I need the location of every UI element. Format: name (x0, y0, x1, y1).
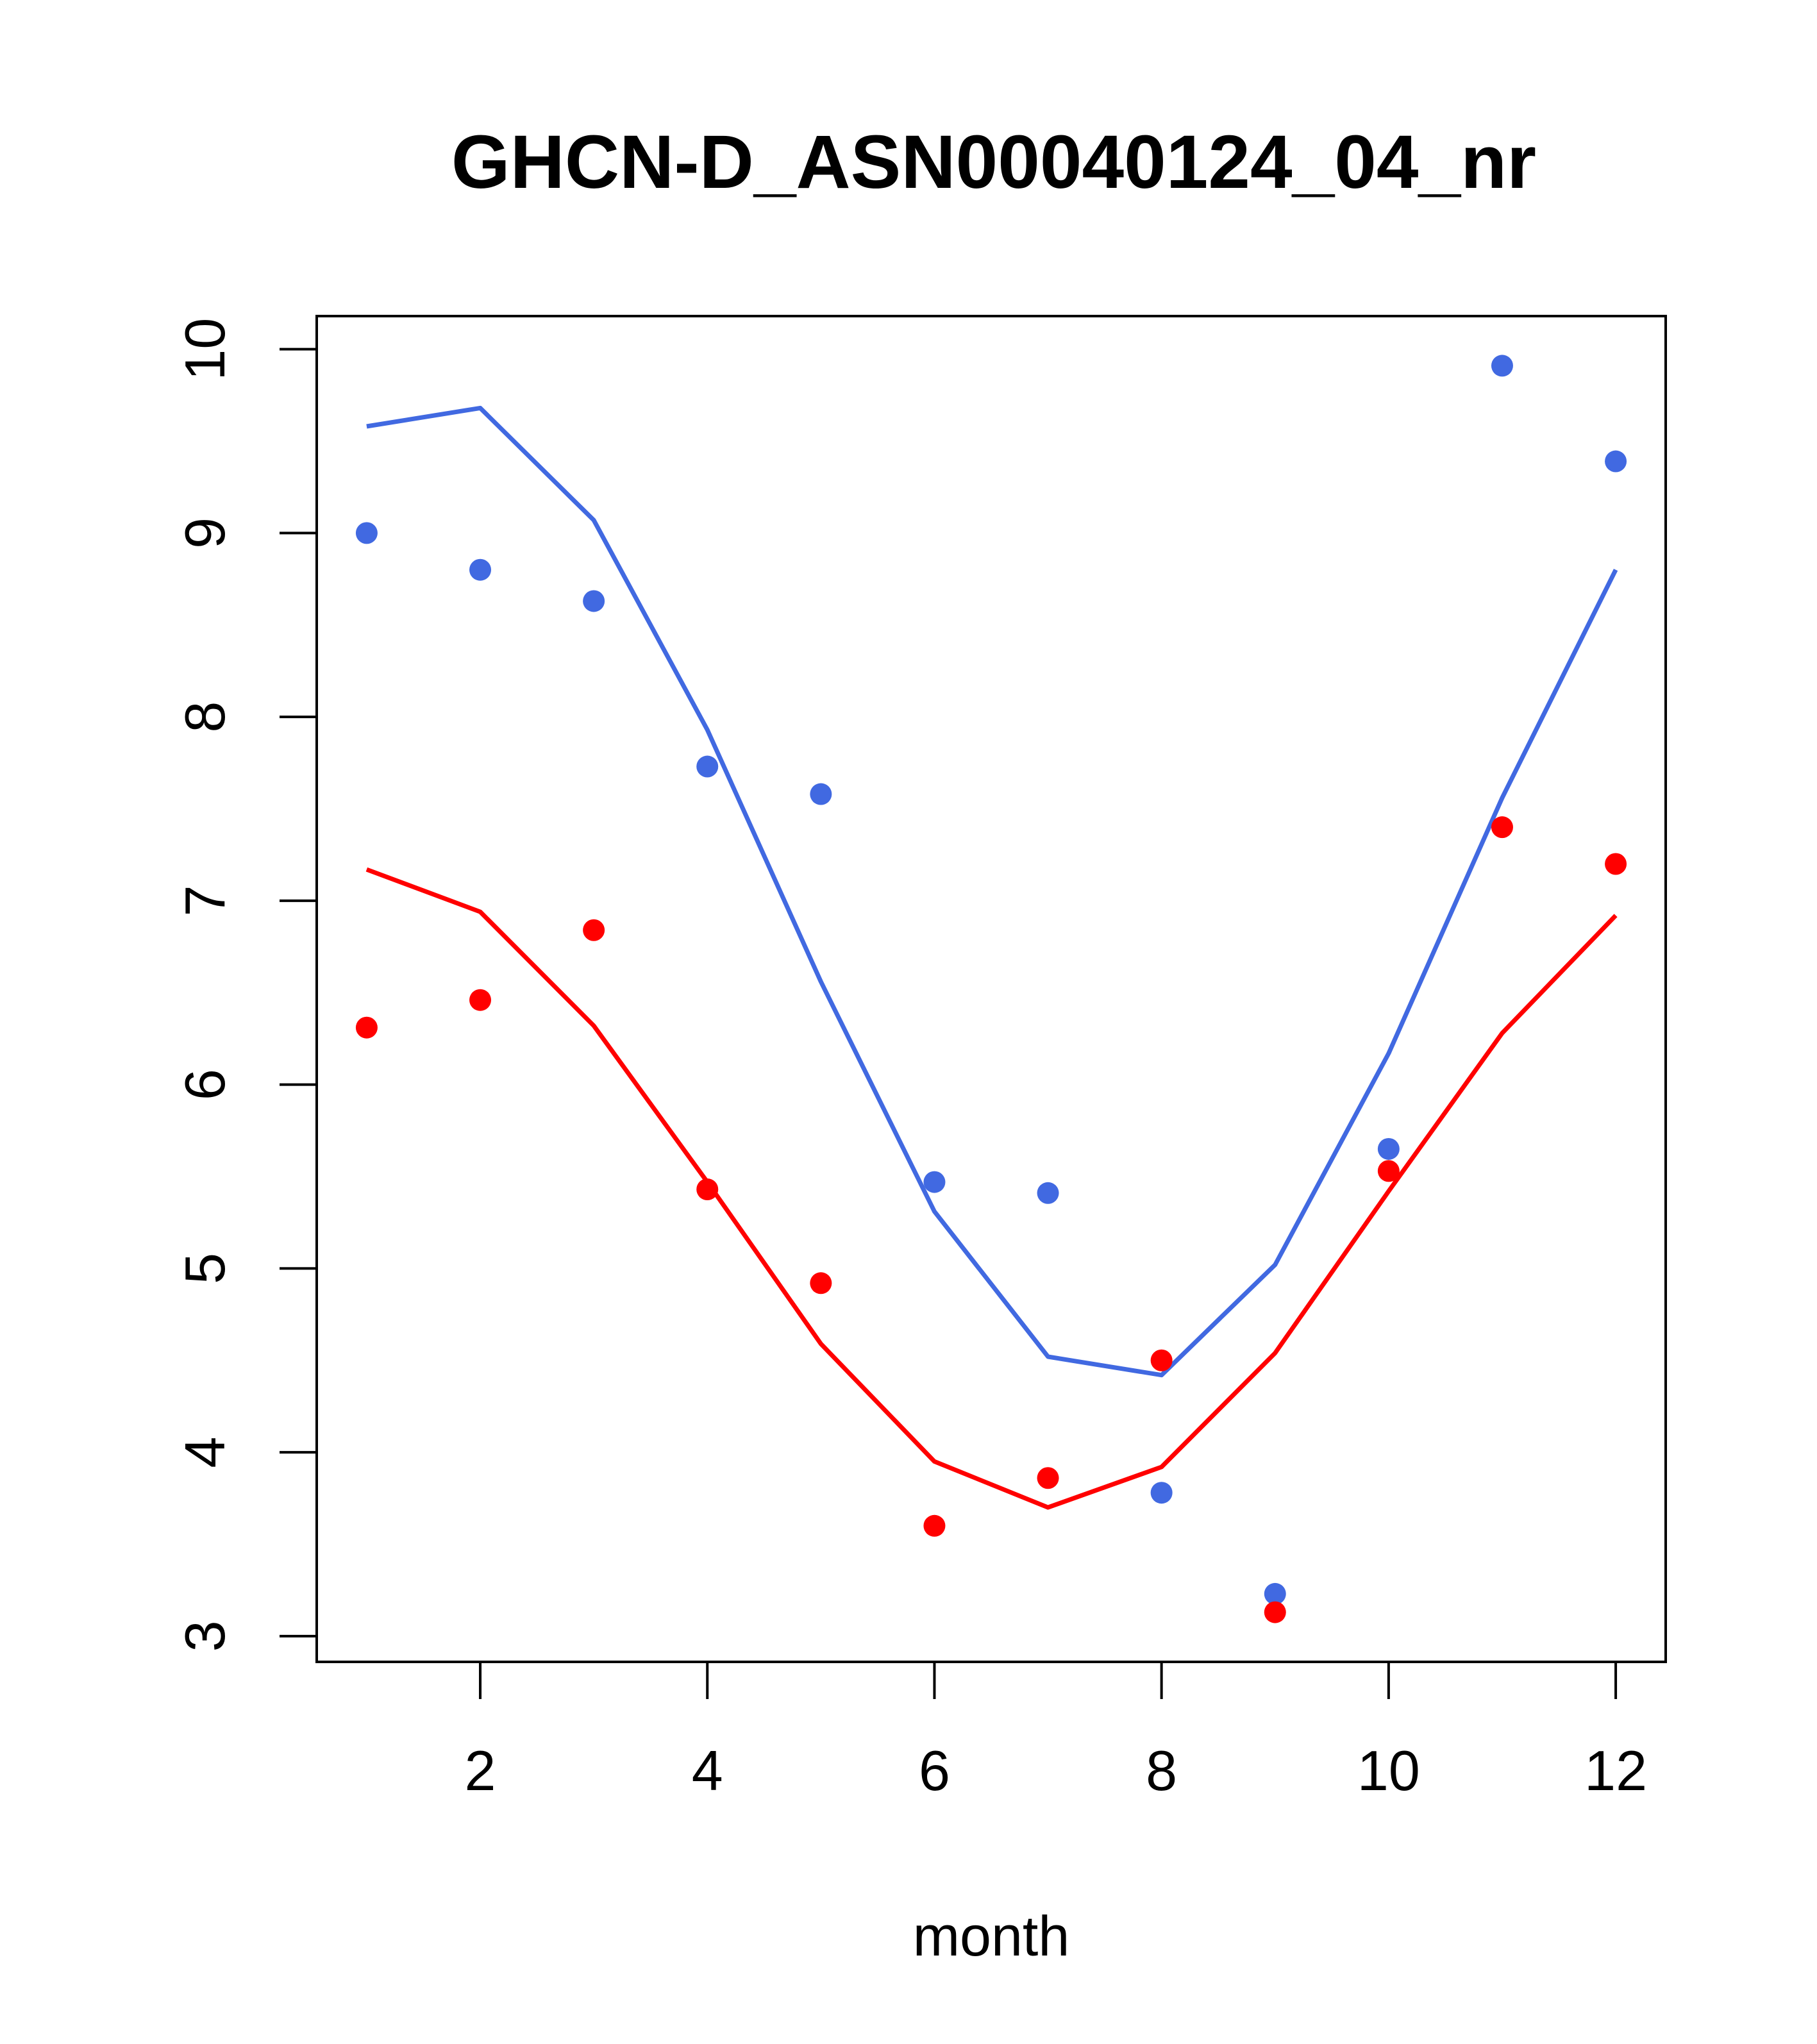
series-0-line (366, 405, 1618, 1378)
x-tick-label: 8 (1146, 1739, 1177, 1802)
series-1-point (1377, 1160, 1400, 1182)
y-tick-label: 10 (173, 318, 237, 381)
plot-frame (315, 315, 1667, 1663)
x-axis-label: month (913, 1904, 1070, 1968)
y-tick-label: 3 (173, 1620, 237, 1652)
series-1-point (469, 989, 492, 1011)
y-tick-label: 8 (173, 701, 237, 733)
x-tick-label: 10 (1357, 1739, 1420, 1802)
series-1-point (1605, 853, 1627, 875)
series-0-point (1377, 1137, 1400, 1160)
series-0-point (469, 558, 492, 581)
series-0-point (355, 522, 378, 544)
series-1-point (1037, 1467, 1059, 1489)
series-0-point (583, 590, 605, 612)
x-tick-label: 12 (1584, 1739, 1647, 1802)
x-tick-label: 6 (919, 1739, 950, 1802)
series-1-point (923, 1514, 946, 1537)
y-tick-label: 4 (173, 1437, 237, 1468)
series-0-point (696, 755, 719, 778)
y-tick-label: 7 (173, 885, 237, 916)
series-1-point (583, 919, 605, 941)
series-layer (355, 355, 1627, 1623)
series-1-point (1150, 1349, 1173, 1371)
series-1-point (1264, 1601, 1286, 1623)
y-tick-label: 6 (173, 1069, 237, 1100)
series-0-point (1264, 1582, 1286, 1605)
chart-title: GHCN-D_ASN00040124_04_nr (451, 120, 1536, 205)
series-1-point (355, 1016, 378, 1039)
x-tick-label: 4 (692, 1739, 723, 1802)
series-1-point (1491, 816, 1513, 839)
x-tick-label: 2 (465, 1739, 496, 1802)
series-0-point (1037, 1182, 1059, 1204)
series-0-point (1491, 355, 1513, 377)
y-tick-label: 5 (173, 1253, 237, 1284)
series-1-line (365, 867, 1618, 1510)
series-1-point (696, 1178, 719, 1201)
series-0-point (923, 1171, 946, 1193)
series-0-point (810, 783, 832, 805)
series-0-point (1605, 450, 1627, 473)
x-axis: 2 4 6 8 10 12 (465, 1661, 1647, 1802)
series-0-point (1150, 1482, 1173, 1504)
y-tick-label: 9 (173, 517, 237, 549)
series-1-point (810, 1272, 832, 1294)
y-axis: 3 4 5 6 7 8 9 10 (173, 318, 318, 1652)
